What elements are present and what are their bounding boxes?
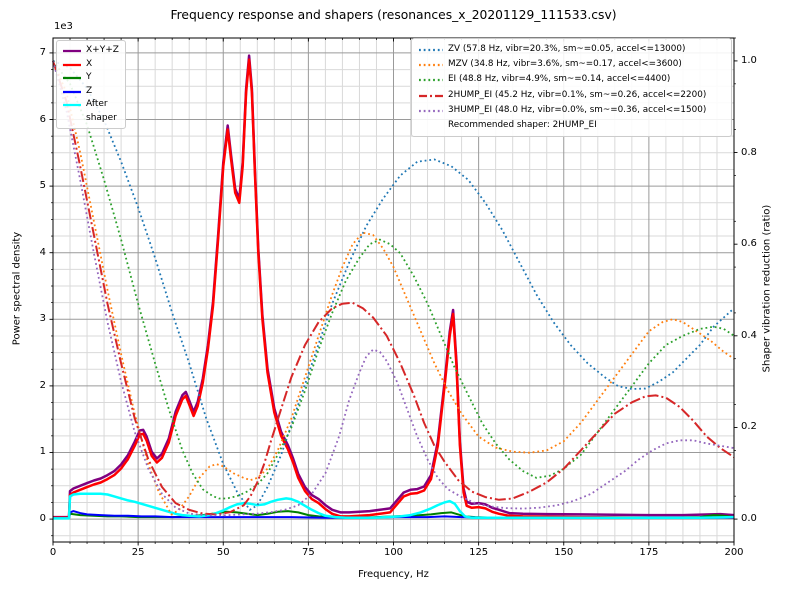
legend-shapers: ZV (57.8 Hz, vibr=20.3%, sm~=0.05, accel… <box>411 38 732 138</box>
left-tick-label: 6 <box>39 113 46 125</box>
legend-shaper-item: EI (48.8 Hz, vibr=4.9%, sm~=0.14, accel<… <box>419 72 724 87</box>
curve-3hump-ei <box>52 60 735 517</box>
x-tick-label: 200 <box>724 547 744 558</box>
legend-psd-item: Z <box>63 85 119 99</box>
legend-psd-item-label: After shaper <box>86 99 117 123</box>
x-tick-label: 175 <box>639 547 659 558</box>
left-tick-label: 4 <box>39 246 46 258</box>
curve-z <box>53 510 734 520</box>
x-tick-label: 25 <box>131 547 145 558</box>
left-tick-label: 5 <box>39 180 46 192</box>
legend-shaper-item-label: 2HUMP_EI (45.2 Hz, vibr=0.1%, sm~=0.26, … <box>448 89 707 100</box>
legend-psd-item: X <box>63 58 119 72</box>
legend-psd: X+Y+Z X Y Z After shaper <box>56 40 126 129</box>
legend-psd-item-label: Y <box>86 72 92 82</box>
right-tick-label: 0.6 <box>741 238 757 250</box>
x-tick-label: 150 <box>554 547 574 558</box>
curve-ei <box>52 60 735 500</box>
legend-line-sample <box>419 79 443 82</box>
curve-2hump-ei <box>52 60 735 516</box>
right-tick-label: 0.8 <box>741 146 757 158</box>
legend-line-sample <box>419 48 443 52</box>
legend-shaper-item-label: ZV (57.8 Hz, vibr=20.3%, sm~=0.05, accel… <box>448 44 686 54</box>
right-tick-label: 1.0 <box>741 54 757 66</box>
x-tick-label: 50 <box>216 547 230 558</box>
legend-shaper-item: 3HUMP_EI (48.0 Hz, vibr=0.0%, sm~=0.36, … <box>419 103 724 118</box>
legend-shaper-item-label: MZV (34.8 Hz, vibr=3.6%, sm~=0.17, accel… <box>448 59 682 70</box>
x-axis-label: Frequency, Hz <box>358 569 429 580</box>
legend-shaper-item-label: EI (48.8 Hz, vibr=4.9%, sm~=0.14, accel<… <box>448 74 671 85</box>
legend-shaper-item: 2HUMP_EI (45.2 Hz, vibr=0.1%, sm~=0.26, … <box>419 88 724 103</box>
chart-title: Frequency response and shapers (resonanc… <box>170 8 617 22</box>
x-tick-label: 75 <box>302 547 315 558</box>
right-tick-label: 0.4 <box>741 329 757 341</box>
legend-psd-item: Y <box>63 71 119 85</box>
curve-mzv <box>52 60 735 516</box>
x-tick-label: 0 <box>49 547 57 558</box>
legend-line-sample <box>63 76 81 80</box>
left-tick-label: 3 <box>39 313 46 325</box>
x-tick-label: 125 <box>469 547 489 558</box>
legend-line-sample <box>419 64 443 67</box>
right-tick-label: 0.2 <box>741 421 757 433</box>
legend-line-sample <box>63 90 81 93</box>
curve-x <box>53 58 735 520</box>
legend-line-sample <box>63 63 81 66</box>
x-tick-label: 100 <box>383 547 404 558</box>
legend-shaper-item-label: 3HUMP_EI (48.0 Hz, vibr=0.0%, sm~=0.36, … <box>448 104 707 115</box>
left-tick-label: 7 <box>39 46 46 58</box>
right-tick-label: 0.0 <box>741 513 757 525</box>
left-tick-label: 2 <box>39 379 46 391</box>
legend-shaper-item: MZV (34.8 Hz, vibr=3.6%, sm~=0.17, accel… <box>419 57 724 72</box>
left-axis-offset-text: 1e3 <box>54 21 73 32</box>
legend-line-sample <box>63 103 81 107</box>
legend-recommended-shaper: Recommended shaper: 2HUMP_EI <box>448 120 597 131</box>
legend-psd-item: After shaper <box>63 98 119 125</box>
curve-after-shaper <box>53 492 735 520</box>
legend-psd-item-label: X+Y+Z <box>86 45 119 55</box>
legend-psd-item-label: Z <box>86 85 93 96</box>
legend-line-sample <box>419 109 443 112</box>
legend-shaper-item: ZV (57.8 Hz, vibr=20.3%, sm~=0.05, accel… <box>419 42 724 57</box>
legend-line-sample <box>419 94 443 97</box>
curve-zv <box>52 60 735 511</box>
legend-psd-item-label: X <box>86 58 93 69</box>
legend-psd-item: X+Y+Z <box>63 44 119 58</box>
left-tick-label: 1 <box>39 446 46 458</box>
left-tick-label: 0 <box>39 513 46 525</box>
legend-line-sample <box>63 49 81 53</box>
